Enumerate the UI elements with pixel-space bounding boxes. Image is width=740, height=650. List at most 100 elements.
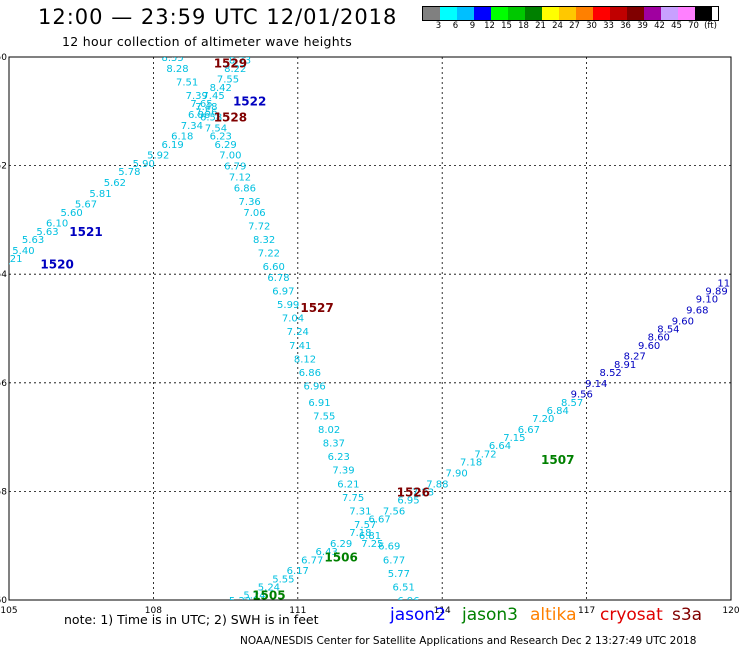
color-swatch bbox=[593, 7, 610, 20]
color-bar-label: 27 bbox=[569, 21, 580, 31]
color-bar-label: 3 bbox=[435, 21, 442, 31]
wave-height-value: 5.99 bbox=[277, 300, 299, 311]
wave-height-value: 5.60 bbox=[60, 208, 82, 219]
y-tick-label: -60 bbox=[0, 596, 7, 606]
wave-height-value: 6.67 bbox=[368, 515, 390, 526]
wave-height-value: 6.64 bbox=[489, 441, 511, 452]
wave-height-value: 7.25 bbox=[361, 539, 383, 550]
color-swatch bbox=[491, 7, 508, 20]
wave-height-value: 5.47 bbox=[0, 262, 11, 273]
color-swatch bbox=[423, 7, 440, 20]
wave-height-value: 9.56 bbox=[571, 390, 593, 401]
wave-height-value: 8.91 bbox=[614, 360, 636, 371]
wave-height-value: 7.55 bbox=[217, 75, 239, 86]
wave-height-value: 8.22 bbox=[224, 64, 246, 75]
wave-height-value: 6.91 bbox=[308, 398, 330, 409]
wave-height-value: 6.60 bbox=[263, 262, 285, 273]
wave-height-value: 7.45 bbox=[202, 91, 224, 102]
color-swatch bbox=[508, 7, 525, 20]
color-bar-label: 24 bbox=[552, 21, 563, 31]
wave-height-value: 6.17 bbox=[287, 566, 309, 577]
wave-height-value: 5.77 bbox=[388, 569, 410, 580]
wave-height-value: 8.37 bbox=[323, 439, 345, 450]
wave-height-value: 5.24 bbox=[243, 591, 265, 602]
wave-height-value: 8.54 bbox=[657, 325, 679, 336]
x-tick-label: 105 bbox=[0, 606, 17, 616]
wave-height-value: 6.77 bbox=[383, 555, 405, 566]
footer-note: note: 1) Time is in UTC; 2) SWH is in fe… bbox=[64, 612, 319, 627]
wave-height-value: 5.62 bbox=[104, 178, 126, 189]
pass-number-label: 1520 bbox=[40, 257, 73, 271]
wave-height-value: 7.06 bbox=[243, 208, 265, 219]
wave-height-value: 6.86 bbox=[188, 110, 210, 121]
wave-height-value: 7.39 bbox=[332, 466, 354, 477]
wave-height-value: 6.96 bbox=[397, 596, 419, 607]
color-bar-label: 9 bbox=[469, 21, 476, 31]
wave-height-value: 7.75 bbox=[342, 493, 364, 504]
pass-number-label: 1506 bbox=[324, 551, 357, 565]
wave-height-value: 7.57 bbox=[354, 520, 376, 531]
color-bar-label: 42 bbox=[654, 21, 665, 31]
page-subtitle: 12 hour collection of altimeter wave hei… bbox=[62, 34, 353, 49]
wave-height-value: 7.18 bbox=[349, 528, 371, 539]
satellite-altika: altika bbox=[530, 605, 577, 625]
wave-height-value: 7.12 bbox=[229, 172, 251, 183]
wave-height-value: 7.22 bbox=[258, 248, 280, 259]
color-swatch bbox=[525, 7, 542, 20]
x-tick-label: 114 bbox=[434, 606, 451, 616]
wave-height-value: 6.86 bbox=[234, 183, 256, 194]
color-bar-label: 45 bbox=[671, 21, 682, 31]
satellite-s3a: s3a bbox=[672, 605, 703, 625]
wave-height-value: 7.88 bbox=[426, 479, 448, 490]
color-bar bbox=[422, 6, 719, 21]
wave-height-value: 7.48 bbox=[195, 102, 217, 113]
color-swatch bbox=[559, 7, 576, 20]
wave-height-value: 7.72 bbox=[248, 221, 270, 232]
wave-height-value: 7.56 bbox=[383, 506, 405, 517]
wave-height-value: 11 bbox=[717, 278, 730, 289]
wave-height-value: 7.72 bbox=[474, 449, 496, 460]
wave-height-value: 7.04 bbox=[282, 314, 304, 325]
satellite-jason2: jason2 bbox=[390, 605, 446, 625]
wave-height-value: 6.95 bbox=[397, 496, 419, 507]
color-legend: 3 6 9 12 15 18 21 24 27 30 33 36 39 42 45 70 (ft) bbox=[422, 6, 719, 31]
satellite-jason3: jason3 bbox=[462, 605, 518, 625]
pass-number-label: 1521 bbox=[69, 225, 102, 239]
wave-height-value: 8.73 bbox=[229, 56, 251, 67]
wave-height-value: 6.51 bbox=[393, 582, 415, 593]
wave-height-value: 6.29 bbox=[214, 140, 236, 151]
color-bar-label: 6 bbox=[452, 21, 459, 31]
wave-height-value: 7.15 bbox=[503, 433, 525, 444]
wave-height-value: 7.39 bbox=[186, 91, 208, 102]
wave-height-value: 5.92 bbox=[147, 151, 169, 162]
color-bar-label: 21 bbox=[535, 21, 546, 31]
wave-height-value: 6.29 bbox=[330, 539, 352, 550]
color-swatch bbox=[627, 7, 644, 20]
color-bar-label: 18 bbox=[518, 21, 529, 31]
x-tick-label: 117 bbox=[578, 606, 595, 616]
wave-height-value: 7.41 bbox=[289, 341, 311, 352]
wave-height-value: 7.51 bbox=[176, 77, 198, 88]
wave-height-value: 5.40 bbox=[12, 246, 34, 257]
pass-number-label: 1522 bbox=[233, 94, 266, 108]
wave-height-value: 9.10 bbox=[696, 295, 718, 306]
wave-height-value: 8.12 bbox=[294, 354, 316, 365]
color-bar-label: 12 bbox=[484, 21, 495, 31]
wave-height-value: 6.79 bbox=[224, 162, 246, 173]
wave-height-value: 7.24 bbox=[287, 327, 309, 338]
color-swatch bbox=[576, 7, 593, 20]
pass-number-label: 1507 bbox=[541, 453, 574, 467]
color-bar-label: 70 bbox=[688, 21, 699, 31]
wave-height-value: 7.18 bbox=[460, 458, 482, 469]
color-swatch bbox=[542, 7, 559, 20]
wave-height-value: 5.23 bbox=[229, 596, 251, 607]
wave-height-value: 7.20 bbox=[532, 414, 554, 425]
color-swatch bbox=[610, 7, 627, 20]
wave-height-value: 7.31 bbox=[349, 506, 371, 517]
wave-height-value: 8.02 bbox=[318, 425, 340, 436]
wave-height-value: 6.19 bbox=[162, 140, 184, 151]
color-bar-label: (ft) bbox=[704, 21, 717, 31]
wave-height-value: 7.55 bbox=[313, 411, 335, 422]
wave-height-value: 5.55 bbox=[272, 574, 294, 585]
